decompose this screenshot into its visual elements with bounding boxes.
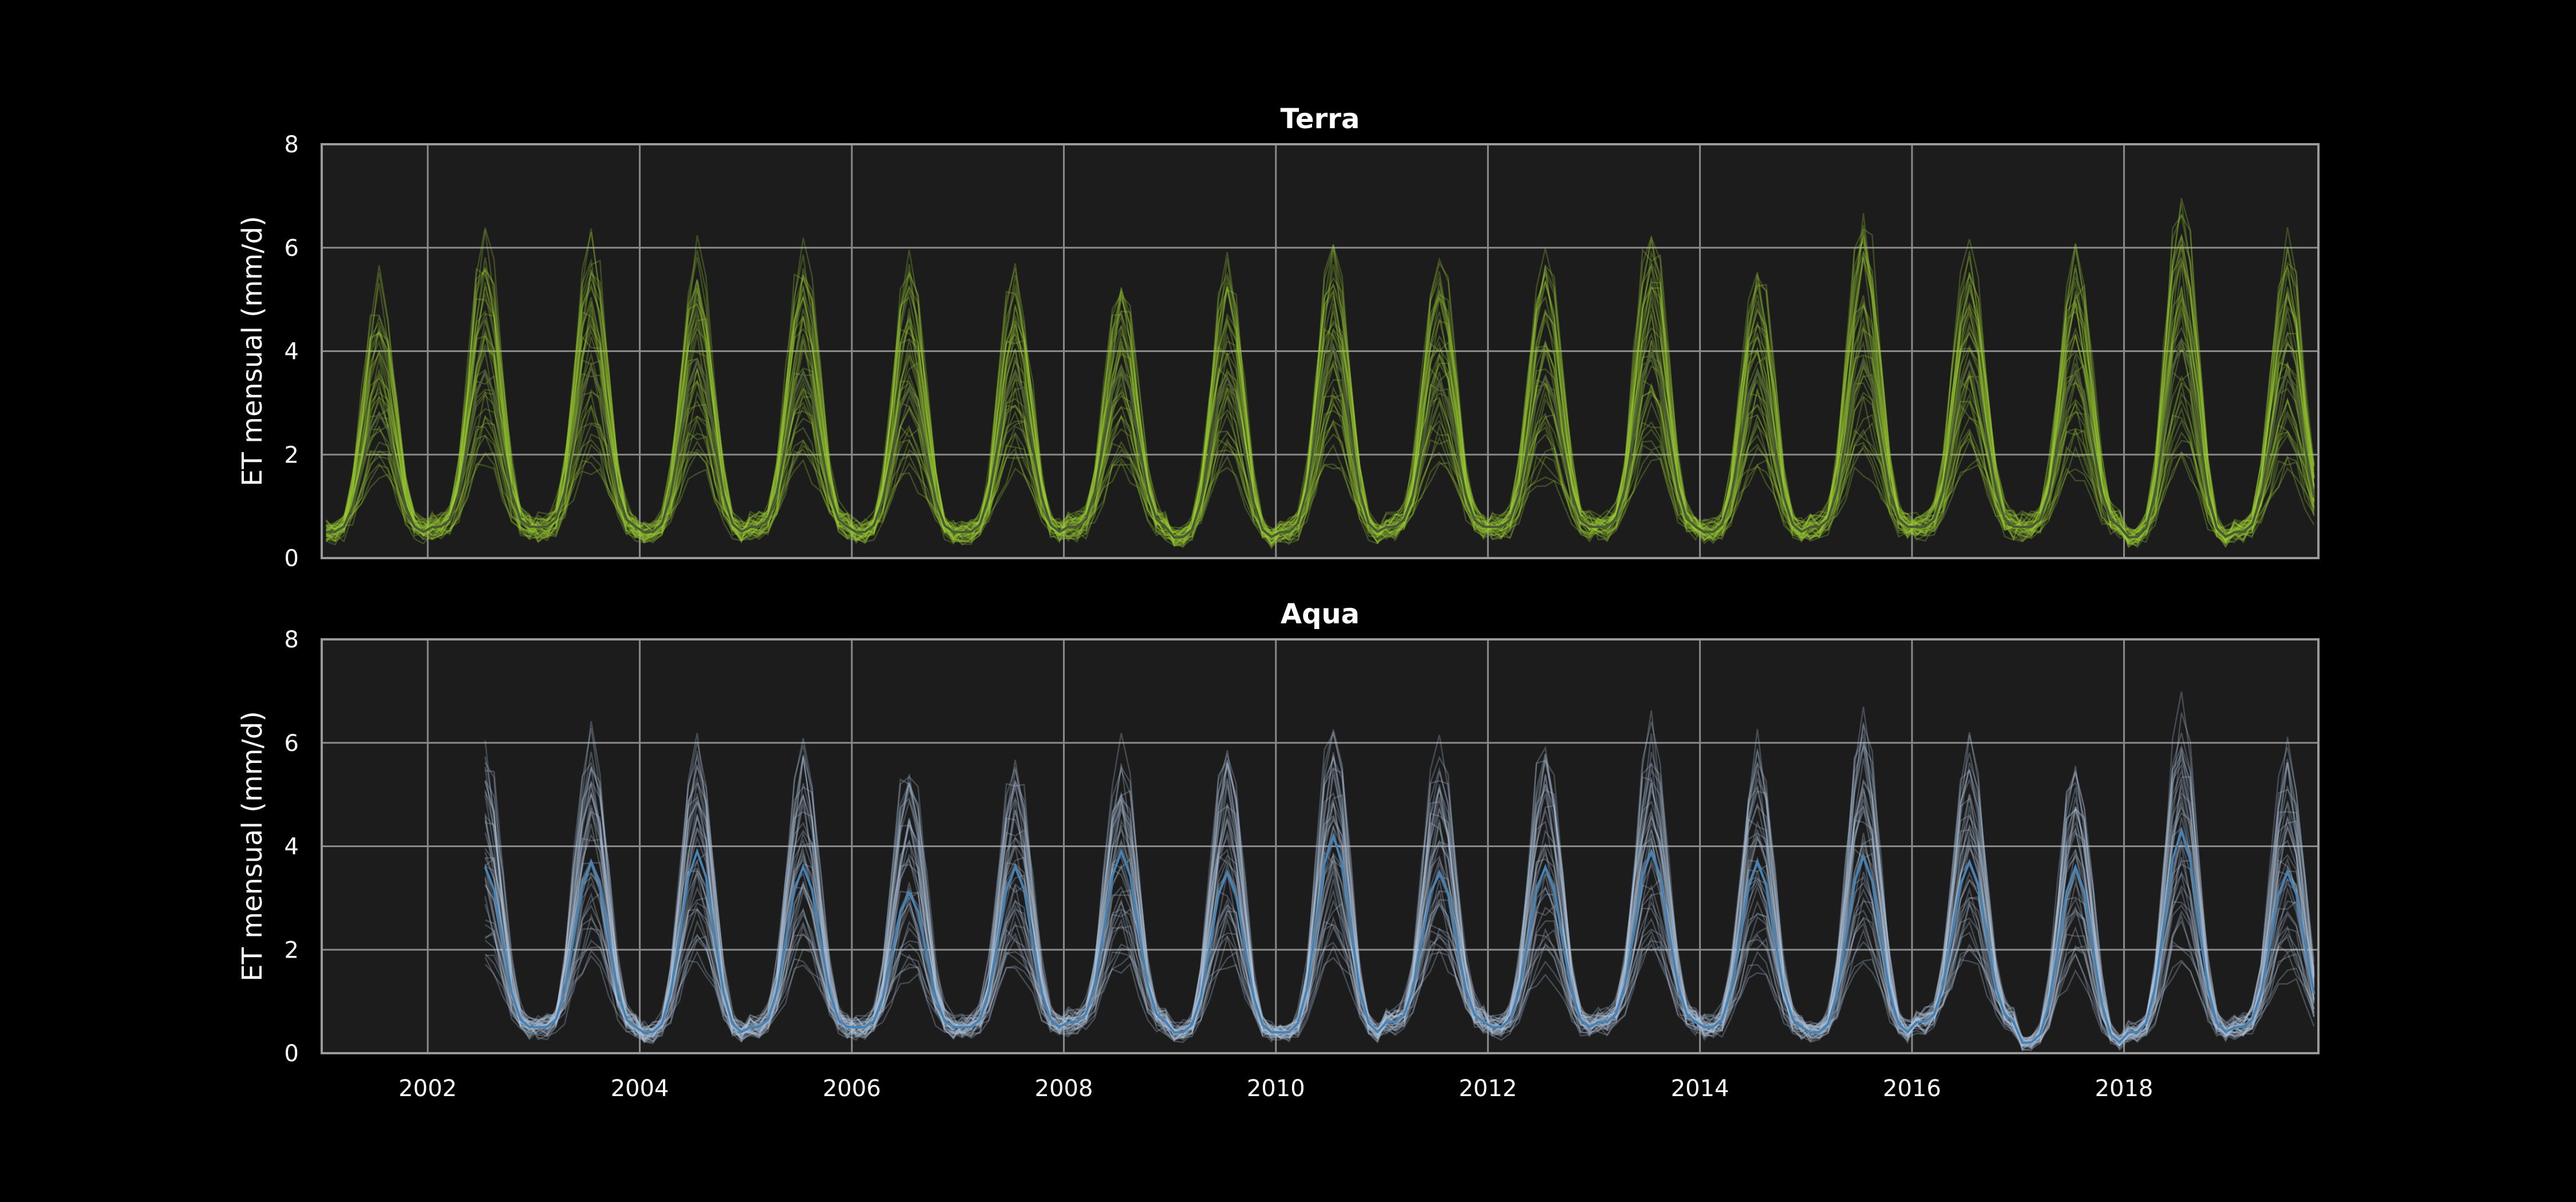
x-tick-label: 2006: [823, 1076, 881, 1102]
x-tick-label: 2018: [2095, 1076, 2154, 1102]
x-tick-label: 2010: [1247, 1076, 1305, 1102]
ensemble-line: [484, 748, 2315, 1042]
ensemble-line: [484, 712, 2315, 1049]
x-tick-label: 2012: [1459, 1076, 1517, 1102]
ensemble-line: [325, 428, 2315, 548]
x-tick-label: 2008: [1035, 1076, 1093, 1102]
ensemble-line: [326, 422, 2315, 544]
ensemble-line: [326, 250, 2315, 544]
y-tick-label: 4: [285, 339, 299, 365]
ensemble-line: [325, 340, 2315, 544]
ensemble-line: [484, 791, 2315, 1043]
ensemble-line: [484, 946, 2315, 1046]
ensemble-line: [484, 754, 2315, 1047]
mean-line: [326, 337, 2316, 539]
ensemble-line: [326, 197, 2315, 549]
ensemble-line: [484, 926, 2315, 1047]
mean-line: [484, 827, 2316, 1044]
ensemble-line: [326, 213, 2315, 548]
ensemble-line: [484, 855, 2315, 1042]
y-tick-label: 6: [285, 235, 299, 262]
ensemble-line: [484, 912, 2315, 1047]
ensemble-line: [484, 796, 2315, 1047]
y-axis-label: ET mensual (mm/d): [236, 216, 268, 487]
ensemble-line: [326, 306, 2315, 545]
x-tick-label: 2004: [611, 1076, 669, 1102]
y-axis-label: ET mensual (mm/d): [236, 711, 268, 982]
y-tick-label: 4: [285, 834, 299, 860]
ensemble-line: [485, 798, 2315, 1049]
y-tick-label: 2: [285, 442, 299, 468]
y-tick-label: 0: [285, 545, 299, 572]
chart-panel-aqua: Aqua 0 2 4 6 8 ET mensual (mm/d) 2002 2004 2006 20…: [236, 598, 2320, 1102]
ensemble-line: [326, 250, 2315, 547]
ensemble-line: [485, 932, 2315, 1047]
ensemble-line: [484, 871, 2315, 1044]
panel-title: Terra: [1281, 103, 1360, 135]
ensemble-line: [484, 779, 2315, 1045]
ensemble-line: [484, 823, 2315, 1047]
x-tick-label: 2016: [1883, 1076, 1941, 1102]
ensemble-line: [485, 691, 2315, 1046]
ensemble-line: [325, 278, 2315, 543]
x-tick-label: 2014: [1671, 1076, 1729, 1102]
ensemble-line: [325, 339, 2315, 548]
panel-title: Aqua: [1281, 598, 1360, 630]
ensemble-line: [484, 768, 2315, 1050]
ensemble-line: [485, 888, 2315, 1045]
ensemble-line: [326, 237, 2315, 547]
x-tick-label: 2002: [398, 1076, 457, 1102]
y-tick-label: 0: [285, 1041, 299, 1067]
ensemble-lines: [325, 197, 2315, 549]
ensemble-line: [485, 910, 2315, 1050]
ensemble-line: [326, 213, 2315, 549]
ensemble-line: [325, 414, 2315, 545]
ensemble-line: [326, 224, 2315, 548]
ensemble-line: [484, 914, 2315, 1045]
ensemble-line: [326, 234, 2315, 545]
axes-frame: [321, 638, 2320, 1054]
ensemble-line: [326, 361, 2315, 543]
y-tick-label: 2: [285, 937, 299, 963]
ensemble-line: [326, 256, 2315, 544]
ensemble-line: [326, 323, 2315, 542]
ensemble-line: [326, 397, 2315, 546]
ensemble-line: [484, 893, 2315, 1051]
y-tick-label: 8: [285, 627, 299, 653]
y-tick-label: 6: [285, 730, 299, 757]
ensemble-line: [484, 746, 2315, 1045]
ensemble-line: [484, 863, 2315, 1049]
ensemble-line: [484, 743, 2315, 1047]
ensemble-line: [325, 454, 2315, 544]
ensemble-line: [326, 363, 2315, 548]
axes-frame: [321, 143, 2320, 559]
ensemble-line: [325, 384, 2315, 544]
ensemble-line: [326, 444, 2315, 543]
ensemble-line: [325, 203, 2315, 544]
chart-panel-terra: Terra 0 2 4 6 8 ET mensual (mm/d): [236, 103, 2320, 572]
ensemble-line: [484, 872, 2315, 1051]
ensemble-line: [326, 296, 2315, 545]
ensemble-line: [326, 437, 2315, 544]
ensemble-line: [325, 264, 2315, 543]
y-tick-label: 8: [285, 132, 299, 158]
